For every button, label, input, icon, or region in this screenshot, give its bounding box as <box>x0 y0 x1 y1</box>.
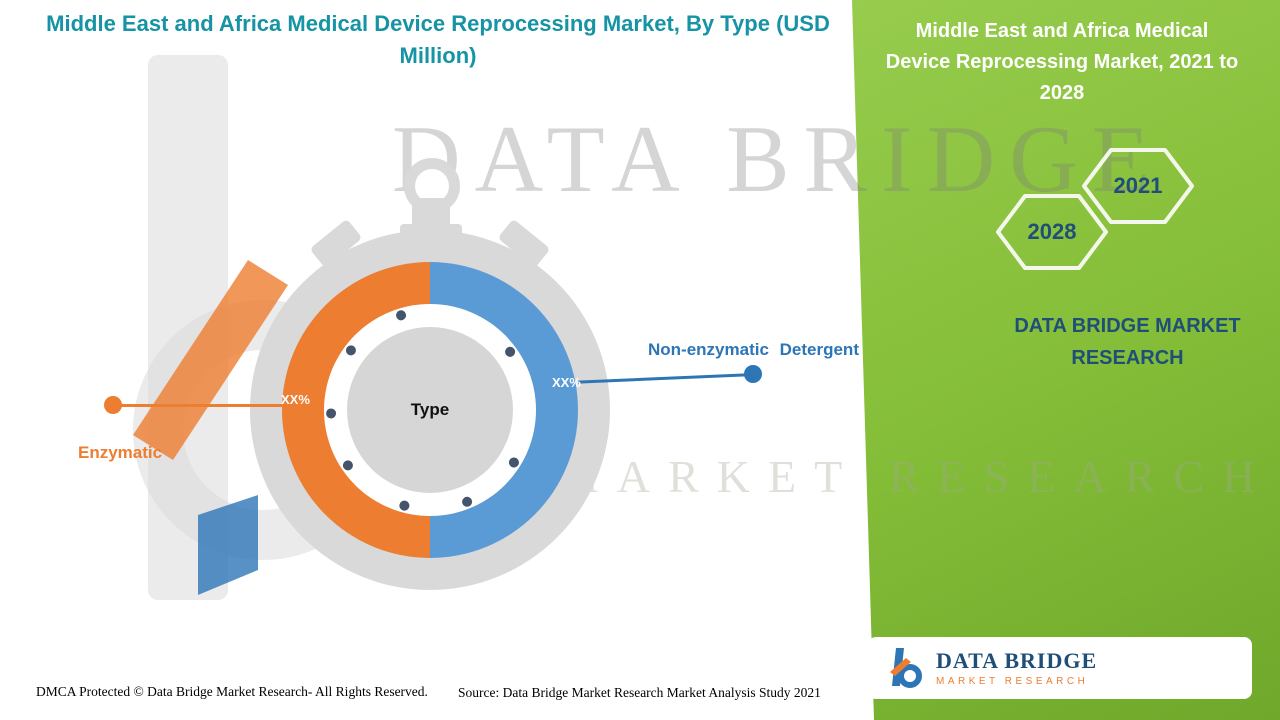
side-panel-background <box>852 0 1280 720</box>
segment-value-enzymatic: XX% <box>281 392 310 407</box>
side-panel-heading: Middle East and Africa Medical Device Re… <box>885 20 1239 104</box>
hexagon-year-2028: 2028 <box>996 194 1108 270</box>
logo-name: DATA BRIDGE <box>936 648 1098 674</box>
year-end-label: 2021 <box>1113 173 1163 198</box>
logo-box: DATA BRIDGE MARKET RESEARCH <box>868 637 1252 699</box>
dmca-notice: DMCA Protected © Data Bridge Market Rese… <box>36 684 428 699</box>
hexagon-outline-icon <box>1082 148 1194 224</box>
page-title: Middle East and Africa Medical Device Re… <box>46 11 830 68</box>
segment-label-non-enzymatic: Non-enzymatic Detergent <box>648 340 859 359</box>
source-note: Source: Data Bridge Market Research Mark… <box>458 685 821 700</box>
donut-center-label: Type <box>347 327 513 493</box>
year-start-label: 2028 <box>1027 219 1077 244</box>
callout-dot-non-enzymatic <box>744 365 762 383</box>
brand-text: DATA BRIDGE MARKET RESEARCH <box>1014 315 1241 369</box>
logo-subtitle: MARKET RESEARCH <box>936 675 1089 687</box>
hexagon-outline-icon <box>996 194 1108 270</box>
callout-line-enzymatic <box>121 404 293 407</box>
hexagon-year-2021: 2021 <box>1082 148 1194 224</box>
data-bridge-logo-icon <box>890 648 922 688</box>
callout-dot-enzymatic <box>104 396 122 414</box>
segment-value-non-enzymatic: XX% <box>552 375 581 390</box>
watermark-market-research: MARKET RESEARCH <box>558 451 1274 502</box>
stopwatch-crown-cap <box>400 224 462 240</box>
segment-label-enzymatic: Enzymatic <box>78 443 163 462</box>
watermark-data-bridge: DATA BRIDGE <box>392 106 1164 212</box>
